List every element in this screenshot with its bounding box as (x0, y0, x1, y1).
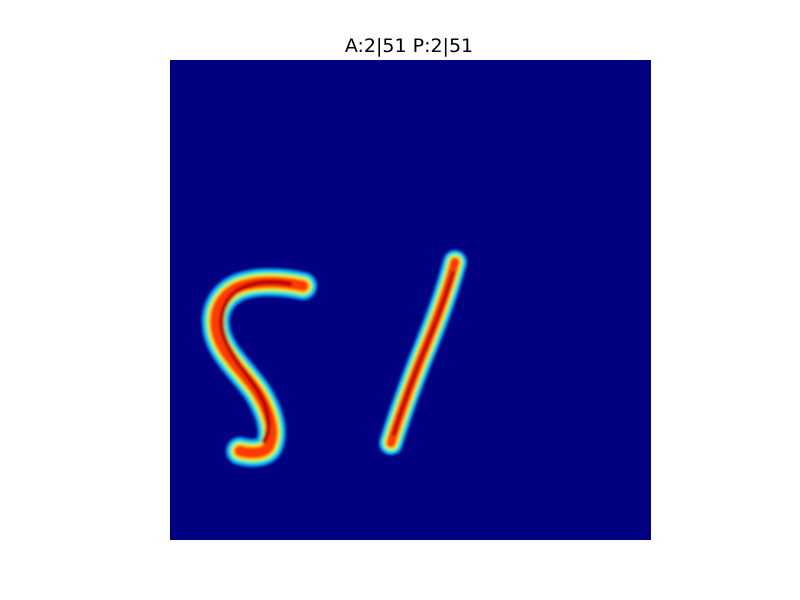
heatmap-canvas (201, 250, 467, 467)
digit-five-stroke (201, 268, 317, 467)
figure-title: A:2|51 P:2|51 (344, 35, 474, 57)
digit-heatmap-image (170, 60, 651, 540)
digit-one-stroke (379, 250, 467, 455)
